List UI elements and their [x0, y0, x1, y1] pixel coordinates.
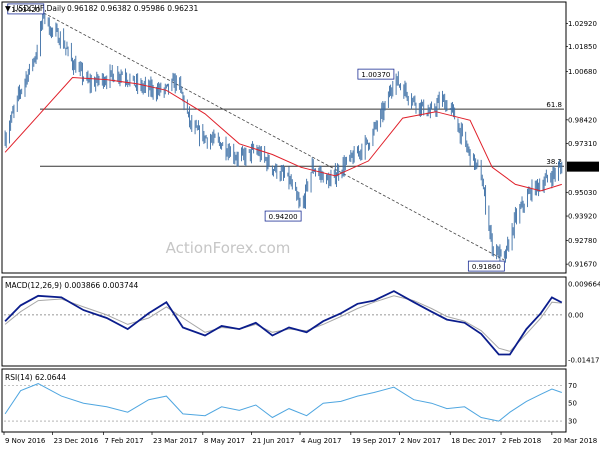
- price-y-axis: 1.02920 1.01850 1.00680 0.98420 0.97310 0.950…: [566, 20, 599, 269]
- x-tick-label: 23 Mar 2017: [153, 437, 197, 445]
- symbol-label: USDCHF,Daily: [13, 4, 66, 13]
- x-tick-label: 19 Sep 2017: [352, 437, 396, 445]
- x-tick-label: 2 Nov 2017: [400, 437, 440, 445]
- price-label-box: [264, 210, 302, 222]
- macd-signal-line: [4, 295, 562, 352]
- x-tick-label: 4 Aug 2017: [301, 437, 341, 445]
- x-tick-label: 20 Mar 2018: [553, 437, 597, 445]
- price-tick-label: 0.93920: [568, 213, 597, 221]
- macd-series: 0.009664 0.00 -0.014171: [4, 281, 600, 364]
- fib-level-label: 61.8: [546, 101, 562, 109]
- ohlc-values: 0.96182 0.96382 0.95986 0.96231: [67, 4, 198, 13]
- price-tick-label: 0.98420: [568, 116, 597, 124]
- x-axis: 9 Nov 2016 23 Dec 2016 7 Feb 2017 23 Mar 20…: [3, 432, 597, 445]
- price-tick-label: 0.95030: [568, 189, 597, 197]
- x-tick-label: 7 Feb 2017: [104, 437, 143, 445]
- price-panel: [1, 1, 567, 274]
- price-series: [4, 8, 563, 264]
- moving-average-line: [4, 76, 562, 192]
- price-tick-label: 1.01850: [568, 43, 597, 51]
- x-tick-label: 18 Dec 2017: [451, 437, 496, 445]
- rsi-title: RSI(14) 62.0644: [5, 373, 66, 382]
- price-label-box: [357, 68, 395, 80]
- macd-title: MACD(12,26,9) 0.003866 0.003744: [5, 281, 139, 290]
- trendline: [43, 12, 505, 261]
- price-label: 1.00370: [361, 71, 390, 79]
- price-label-box: [7, 3, 45, 15]
- rsi-line: [4, 383, 562, 422]
- x-tick-label: 23 Dec 2016: [54, 437, 99, 445]
- price-tick-label: 0.92780: [568, 237, 597, 245]
- price-tick-label: 1.00680: [568, 68, 597, 76]
- price-annotations: 1.03420 1.00370 0.94200 0.91860: [7, 3, 505, 272]
- macd-panel: [1, 276, 567, 367]
- x-tick-label: 9 Nov 2016: [5, 437, 46, 445]
- current-price-label: 0.96231: [569, 163, 598, 171]
- moving-average-series: [4, 76, 562, 192]
- price-tick-label: 0.91670: [568, 261, 597, 269]
- macd-tick-label: -0.014171: [568, 356, 600, 364]
- rsi-tick-label: 30: [568, 418, 577, 426]
- trendline-layer: [43, 12, 505, 261]
- price-label: 0.91860: [472, 263, 501, 271]
- x-tick-label: 2 Feb 2018: [502, 437, 541, 445]
- x-tick-label: 8 May 2017: [204, 437, 245, 445]
- price-tick-label: 0.97310: [568, 140, 597, 148]
- macd-line: [4, 290, 563, 356]
- price-label: 1.03420: [11, 6, 40, 14]
- macd-tick-label: 0.00: [568, 311, 584, 319]
- rsi-tick-label: 70: [568, 382, 577, 390]
- macd-tick-label: 0.009664: [568, 281, 600, 289]
- price-tick-label: 1.02920: [568, 20, 597, 28]
- watermark: ActionForex.com: [166, 239, 291, 257]
- current-price-box: [567, 161, 599, 172]
- fib-level-label: 38.2: [546, 158, 562, 166]
- price-label: 0.94200: [269, 213, 298, 221]
- rsi-panel: [1, 368, 567, 433]
- rsi-tick-label: 50: [568, 400, 577, 408]
- rsi-series: 70 50 30: [4, 382, 577, 426]
- x-tick-label: 21 Jun 2017: [252, 437, 294, 445]
- symbol-menu-icon[interactable]: ▼: [5, 4, 11, 13]
- price-label-box: [467, 260, 505, 272]
